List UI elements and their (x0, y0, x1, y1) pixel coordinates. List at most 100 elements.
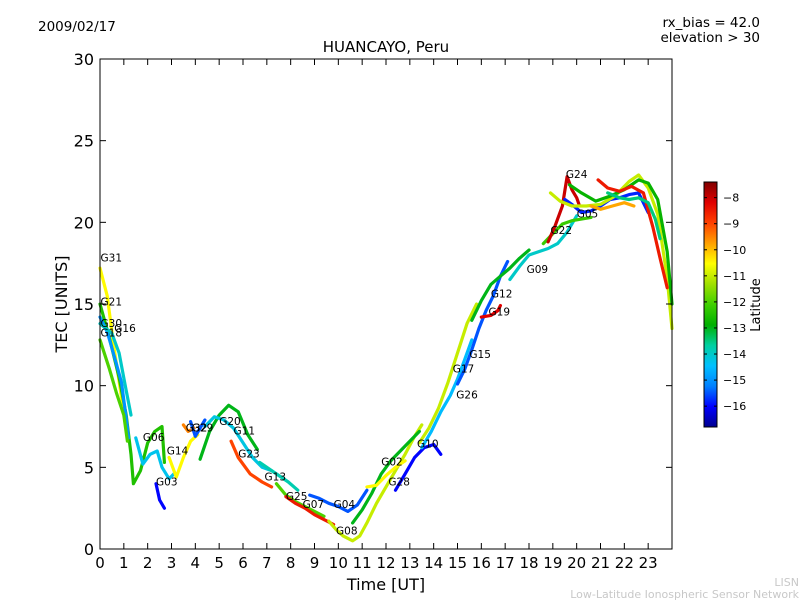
y-tick-label: 30 (74, 50, 94, 69)
x-tick-label: 0 (95, 554, 105, 572)
series-label-G20: G20 (219, 416, 241, 428)
series-label-G18: G18 (101, 328, 123, 340)
y-tick-label: 5 (84, 458, 94, 477)
series-label-G17: G17 (453, 364, 475, 376)
colorbar-tick-label: −13 (723, 322, 746, 335)
y-tick-label: 20 (74, 213, 94, 232)
colorbar-tick-label: −15 (723, 374, 746, 387)
series-label-G03: G03 (156, 476, 178, 488)
x-tick-label: 12 (376, 554, 395, 572)
series-label-G10: G10 (417, 439, 439, 451)
series-line-track-33 (606, 191, 662, 241)
x-tick-label: 7 (262, 554, 272, 572)
series-label-G31: G31 (101, 253, 123, 265)
series-label-G13: G13 (265, 471, 287, 483)
x-tick-label: 17 (496, 554, 515, 572)
y-tick-label: 25 (74, 132, 94, 151)
series-line-G17 (417, 302, 479, 445)
series-label-G07: G07 (303, 499, 325, 511)
x-axis-label: Time [UT] (346, 575, 425, 594)
credit-line1: LISN (774, 576, 799, 589)
series-line-G03 (154, 482, 166, 510)
series-label-G32: G32 (186, 422, 208, 434)
series-line-track-30 (548, 173, 674, 331)
series-line-G15 (455, 259, 510, 386)
series-line-G12 (470, 248, 531, 322)
x-axis: 0 1 2 3 4 5 6 7 8 9 10 11 12 13 14 15 16 17 18 19 20 21 22 23 (95, 59, 658, 572)
x-tick-label: 21 (591, 554, 610, 572)
series-label-G21: G21 (101, 297, 123, 309)
series-label-G02: G02 (381, 457, 403, 469)
colorbar-tick-label: −10 (723, 244, 746, 257)
x-tick-label: 4 (191, 554, 201, 572)
chart-title: HUANCAYO, Peru (323, 38, 449, 56)
series-label-G12: G12 (491, 289, 513, 301)
x-tick-label: 11 (353, 554, 372, 572)
colorbar-tick-label: −16 (723, 400, 746, 413)
series-label-G29: G29 (192, 422, 214, 434)
x-tick-label: 13 (400, 554, 419, 572)
x-tick-label: 9 (310, 554, 320, 572)
series-label-G06: G06 (143, 432, 165, 444)
series-label-G30: G30 (101, 318, 123, 330)
series-line-G23 (229, 439, 274, 489)
colorbar-tick-label: −11 (723, 270, 746, 283)
series-label-G24: G24 (566, 169, 588, 181)
series-label-G09: G09 (527, 264, 549, 276)
series-line-G29 (189, 418, 207, 438)
series-line-G11 (203, 415, 274, 473)
credit-line2: Low-Latitude Ionospheric Sensor Network (570, 588, 799, 600)
elevation-label: elevation > 30 (660, 30, 760, 46)
y-axis: 0 5 10 15 20 25 30 (74, 50, 672, 559)
series-line-track-34 (589, 201, 636, 211)
series-line-G07 (284, 495, 336, 527)
x-tick-label: 15 (448, 554, 467, 572)
colorbar-tick-label: −12 (723, 296, 746, 309)
colorbar-ticks: −8 −9 −10 −11 −12 −13 −14 −15 −16 (704, 192, 746, 413)
x-tick-label: 20 (567, 554, 586, 572)
colorbar-tick-label: −14 (723, 348, 746, 361)
series-line-G14 (167, 433, 200, 479)
x-tick-label: 22 (615, 554, 634, 572)
series-label-G14: G14 (167, 445, 189, 457)
date-label: 2009/02/17 (38, 19, 116, 35)
colorbar-tick-label: −9 (723, 218, 739, 231)
series-line-G09 (508, 214, 579, 282)
series-line-track-32 (596, 178, 669, 290)
x-tick-label: 14 (424, 554, 443, 572)
series-line-G20 (198, 403, 259, 461)
series-line-G08 (327, 423, 424, 543)
x-tick-label: 10 (329, 554, 348, 572)
x-tick-label: 18 (519, 554, 538, 572)
series-label-G28: G28 (388, 476, 410, 488)
series-label-G05: G05 (577, 208, 599, 220)
series-line-track-31 (567, 178, 674, 306)
colorbar (703, 181, 718, 428)
series-line-G28 (365, 459, 407, 489)
colorbar-tick-label: −8 (723, 192, 739, 205)
x-tick-label: 1 (119, 554, 129, 572)
y-tick-label: 10 (74, 377, 94, 396)
x-tick-label: 6 (238, 554, 248, 572)
series-line-G18 (98, 338, 129, 443)
series-line-G24 (546, 175, 581, 244)
series-line-G16 (98, 322, 133, 417)
x-tick-label: 5 (214, 554, 224, 572)
series-label-G15: G15 (469, 349, 491, 361)
series-label-G25: G25 (286, 491, 308, 503)
series-line-G06 (134, 436, 176, 481)
series-line-G02 (351, 429, 421, 525)
series-label-G22: G22 (551, 225, 573, 237)
series-label-G23: G23 (238, 449, 260, 461)
y-tick-label: 15 (74, 295, 94, 314)
series-line-G04 (308, 488, 369, 513)
series-label-G19: G19 (489, 306, 511, 318)
x-tick-label: 2 (143, 554, 153, 572)
x-tick-label: 3 (167, 554, 177, 572)
y-axis-label: TEC [UNITS] (52, 256, 71, 354)
y-tick-label: 0 (84, 540, 94, 559)
x-tick-label: 19 (543, 554, 562, 572)
series-line-G26 (420, 338, 474, 450)
